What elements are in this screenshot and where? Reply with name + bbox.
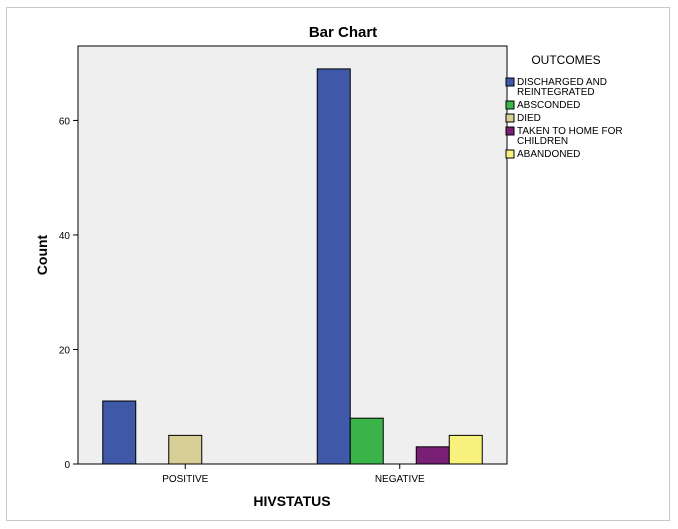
legend-swatch-taken: [505, 126, 515, 136]
x-axis-ticks: POSITIVE NEGATIVE: [162, 464, 425, 485]
plot-area: [77, 45, 508, 465]
legend-label-died: DIED: [517, 113, 541, 124]
legend-label-absconded: ABSCONDED: [517, 100, 580, 111]
legend-swatch-absconded: [505, 100, 515, 110]
bar-absconded-negative: [349, 417, 384, 465]
legend-label-abandoned: ABANDONED: [517, 149, 580, 160]
legend-label-discharged: REINTEGRATED: [517, 87, 595, 98]
chart-title: Bar Chart: [309, 24, 377, 41]
x-axis-title: HIVSTATUS: [253, 493, 330, 509]
legend-label-taken: TAKEN TO HOME FOR: [517, 126, 623, 137]
legend-label-taken: CHILDREN: [517, 136, 568, 147]
y-tick-label: 0: [64, 460, 70, 471]
y-axis-title: Count: [34, 234, 50, 275]
y-tick-label: 60: [59, 116, 71, 127]
bar-discharged-positive: [102, 400, 137, 465]
legend-label-discharged: DISCHARGED AND: [517, 77, 607, 88]
legend-swatch-abandoned: [505, 149, 515, 159]
y-tick-label: 40: [59, 231, 71, 242]
y-tick-label: 20: [59, 345, 71, 356]
legend-swatch-died: [505, 113, 515, 123]
bar-died-positive: [168, 434, 203, 465]
bars: [102, 68, 483, 465]
legend-title: OUTCOMES: [531, 53, 600, 67]
y-axis-ticks: 0 20 40 60: [59, 116, 78, 471]
bar-discharged-negative: [316, 68, 351, 465]
legend-swatch-discharged: [505, 77, 515, 87]
bar-taken-negative: [415, 446, 450, 465]
x-tick-label-positive: POSITIVE: [162, 474, 208, 485]
x-tick-label-negative: NEGATIVE: [375, 474, 425, 485]
bar-abandoned-negative: [448, 434, 483, 465]
